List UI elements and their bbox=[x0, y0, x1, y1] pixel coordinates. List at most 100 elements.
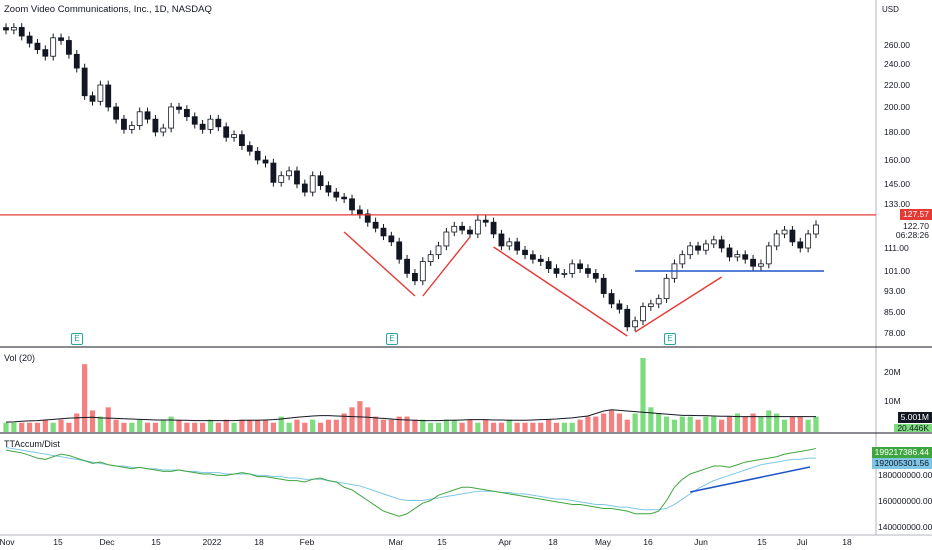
volume-bar bbox=[26, 422, 33, 432]
volume-bar bbox=[58, 419, 64, 432]
candle bbox=[742, 254, 749, 260]
candle bbox=[608, 293, 615, 305]
price-tick-label: 101.00 bbox=[884, 266, 910, 276]
pattern-trendline bbox=[634, 276, 723, 333]
volume-bar bbox=[522, 422, 528, 432]
candle bbox=[647, 303, 654, 307]
candle bbox=[781, 229, 788, 235]
candle bbox=[561, 273, 568, 275]
time-tick-label: 18 bbox=[842, 537, 852, 547]
volume-bar bbox=[365, 407, 371, 432]
candle bbox=[176, 106, 182, 110]
volume-bar bbox=[428, 422, 434, 432]
candle bbox=[97, 84, 104, 102]
volume-bar bbox=[200, 422, 206, 432]
earnings-marker[interactable]: E bbox=[386, 333, 398, 345]
price-tick-label: 240.00 bbox=[884, 59, 910, 69]
volume-bar bbox=[538, 422, 544, 432]
volume-tick-label: 10M bbox=[884, 396, 901, 406]
volume-bar bbox=[231, 422, 237, 432]
volume-ma-tag: 20.446K bbox=[894, 424, 932, 432]
price-tick-label: 160.00 bbox=[884, 155, 910, 165]
candle bbox=[467, 229, 473, 235]
volume-bar bbox=[137, 419, 143, 432]
candle bbox=[695, 245, 701, 251]
pattern-lines bbox=[0, 214, 876, 337]
candle bbox=[710, 239, 717, 245]
volume-bar bbox=[553, 422, 560, 432]
volume-bar bbox=[750, 413, 756, 432]
volume-bar bbox=[530, 422, 536, 432]
accum-ma-line bbox=[5, 447, 816, 511]
time-tick-label: Jun bbox=[694, 537, 708, 547]
volume-bar bbox=[105, 407, 111, 432]
volume-bar bbox=[144, 422, 151, 432]
candle bbox=[506, 241, 513, 247]
candle bbox=[160, 127, 167, 133]
candle bbox=[388, 235, 395, 243]
candle bbox=[553, 268, 560, 274]
candle bbox=[136, 111, 143, 126]
candle bbox=[498, 233, 505, 247]
candle bbox=[349, 198, 355, 211]
candle bbox=[152, 118, 159, 133]
volume-bar bbox=[396, 416, 402, 432]
volume-bar bbox=[656, 413, 662, 432]
volume-bar bbox=[679, 416, 685, 432]
time-tick-label: Mar bbox=[389, 537, 404, 547]
candle bbox=[128, 125, 135, 130]
time-tick-label: Nov bbox=[0, 537, 15, 547]
candle bbox=[451, 225, 458, 233]
price-tick-label: 180.00 bbox=[884, 127, 910, 137]
volume-bar bbox=[97, 416, 103, 432]
candle bbox=[663, 277, 670, 300]
volume-bar bbox=[388, 419, 394, 432]
price-tick-label: 85.00 bbox=[884, 307, 906, 317]
candle bbox=[246, 145, 253, 152]
volume-bar bbox=[82, 364, 88, 432]
volume-bar bbox=[490, 422, 497, 432]
volume-bar bbox=[805, 419, 811, 432]
volume-bar bbox=[451, 419, 457, 432]
candle bbox=[529, 254, 536, 260]
volume-bar bbox=[585, 416, 591, 432]
candle bbox=[26, 35, 33, 44]
volume-bar bbox=[11, 422, 17, 432]
volume-ma-line bbox=[5, 409, 816, 423]
volume-bar bbox=[648, 407, 654, 432]
earnings-marker[interactable]: E bbox=[664, 333, 676, 345]
volume-bar bbox=[459, 422, 465, 432]
candle bbox=[640, 306, 646, 322]
accum-pane bbox=[5, 447, 817, 517]
volume-bar bbox=[341, 413, 347, 432]
candle bbox=[199, 123, 206, 130]
last-price-tag: 122.70 bbox=[900, 221, 932, 232]
volume-bar bbox=[781, 419, 788, 432]
candle bbox=[482, 219, 489, 223]
accum-value-tag: 199217386.44 bbox=[871, 447, 932, 458]
candle bbox=[726, 247, 733, 258]
volume-bar bbox=[223, 419, 229, 432]
volume-bar bbox=[758, 416, 764, 432]
volume-bar bbox=[50, 422, 56, 432]
price-axis: 260.00 240.00 220.00 200.00 180.00 160.00 145.… bbox=[878, 40, 932, 532]
price-pane bbox=[3, 23, 819, 332]
volume-bar bbox=[789, 416, 796, 432]
candle bbox=[632, 320, 639, 328]
candle bbox=[474, 219, 481, 235]
volume-bar bbox=[608, 410, 615, 432]
candle bbox=[750, 258, 756, 267]
time-tick-label: Dec bbox=[99, 537, 115, 547]
time-tick-label: Jul bbox=[797, 537, 808, 547]
earnings-marker[interactable]: E bbox=[71, 333, 83, 345]
price-grid bbox=[0, 0, 932, 536]
volume-bar bbox=[215, 422, 221, 432]
volume-bar bbox=[671, 419, 678, 432]
volume-bar bbox=[270, 422, 276, 432]
volume-bar bbox=[192, 422, 198, 432]
time-tick-label: Feb bbox=[300, 537, 315, 547]
volume-bar bbox=[546, 419, 552, 432]
candle bbox=[585, 268, 591, 274]
candle bbox=[325, 185, 332, 193]
